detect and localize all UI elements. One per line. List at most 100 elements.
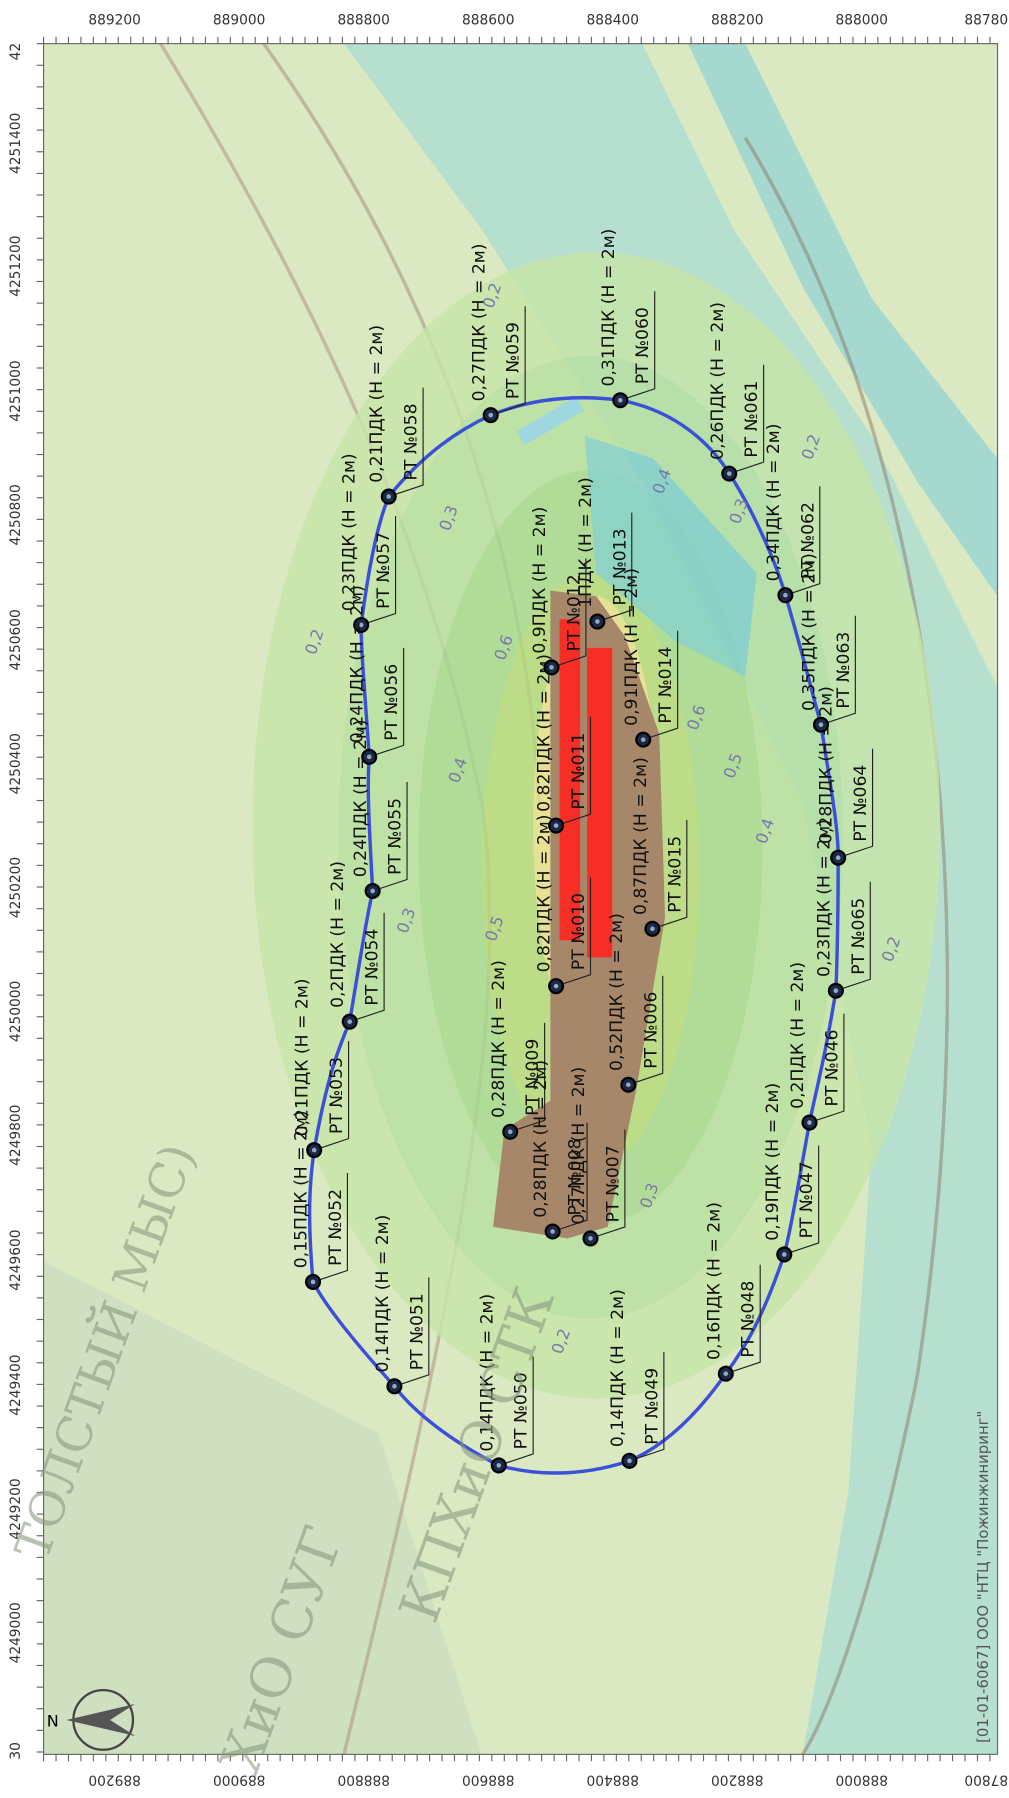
point-name: РТ №058 (402, 403, 422, 480)
point-name: РТ №051 (407, 1293, 427, 1370)
leader-line (809, 1013, 845, 1124)
y-axis-label: 4250600 (8, 609, 24, 670)
pond (584, 435, 757, 677)
control-point-center (550, 1229, 555, 1234)
point-name: РТ №052 (326, 1189, 346, 1266)
point-name: РТ №010 (569, 893, 589, 970)
point-value: 0,82ПДК (Н = 2м) (535, 815, 555, 973)
leader-line (372, 782, 408, 892)
leader-line (652, 819, 688, 930)
control-point-center (781, 1252, 787, 1257)
x-axis-label: 888600 (462, 1772, 515, 1788)
control-point-center (626, 1082, 631, 1088)
y-axis-label: 4249200 (8, 1478, 24, 1539)
point-value: 0,28ПДК (Н = 2м) (489, 960, 509, 1118)
leader-line (555, 716, 592, 827)
axis-frame (42, 43, 999, 1755)
control-point-center (833, 988, 839, 994)
control-point-center (496, 1463, 502, 1468)
point-name: РТ №007 (603, 1145, 623, 1222)
control-point-center (553, 983, 559, 989)
control-point-center (553, 823, 559, 828)
point-name: РТ №013 (610, 528, 630, 605)
point-value: 0,27ПДК (Н = 2м) (569, 1067, 589, 1225)
point-name: РТ №049 (642, 1368, 662, 1445)
point-name: РТ №048 (739, 1281, 759, 1358)
credit: [01-01-6067] ООО "НТЦ "Пожинжиниринг" (974, 1411, 992, 1743)
leader-line (643, 630, 679, 741)
point-value: 0,26ПДК (Н = 2м) (708, 302, 728, 460)
point-value: 0,82ПДК (Н = 2м) (535, 654, 555, 812)
water-tank (516, 396, 585, 446)
point-value: 0,34ПДК (Н = 2м) (764, 424, 784, 582)
point-name: РТ №047 (797, 1161, 817, 1238)
leader-line (510, 1022, 546, 1133)
control-point-center (807, 1120, 812, 1125)
point-value: 0,2ПДК (Н = 2м) (788, 962, 808, 1109)
point-name: РТ №008 (566, 1138, 586, 1215)
point-name: РТ №063 (834, 632, 854, 709)
y-axis-label: 4251000 (8, 360, 24, 421)
y-axis-label: 42 (8, 43, 24, 60)
control-point-center (392, 1384, 397, 1389)
leader-line (784, 1145, 820, 1255)
point-value: 0,14ПДК (Н = 2м) (373, 1215, 393, 1373)
leader-line (820, 615, 856, 726)
point-value: 0,23ПДК (Н = 2м) (340, 453, 360, 611)
control-point-center (347, 1019, 353, 1024)
x-axis-label: 889000 (213, 1772, 266, 1788)
point-name: РТ №057 (374, 532, 394, 609)
control-point-center (723, 1371, 729, 1376)
point-name: РТ №056 (382, 664, 402, 741)
leader-line (785, 486, 821, 596)
control-point-center (618, 397, 623, 403)
control-point-center (818, 722, 824, 728)
leader-line (388, 387, 424, 498)
source (559, 619, 581, 941)
y-axis-label: 4250000 (8, 981, 24, 1042)
leader-line (369, 647, 405, 758)
source (587, 647, 613, 958)
x-axis-label: 888600 (462, 13, 515, 29)
concentration-zones (252, 252, 941, 1399)
leader-line (552, 1122, 588, 1233)
x-axis-label: 889200 (88, 1772, 140, 1788)
leader-line (835, 881, 871, 992)
point-value: 0,23ПДК (Н = 2м) (814, 819, 834, 977)
leader-line (629, 1351, 665, 1462)
north-arrow: N (47, 1689, 136, 1751)
point-name: РТ №014 (656, 647, 676, 724)
control-point-center (640, 737, 646, 742)
x-axis-label: 889200 (88, 13, 141, 29)
point-value: 0,14ПДК (Н = 2м) (608, 1289, 628, 1447)
point-value: 0,14ПДК (Н = 2м) (477, 1294, 497, 1452)
x-axis-label: 888200 (711, 1772, 764, 1788)
leader-line (620, 291, 656, 401)
leader-line (394, 1277, 430, 1387)
point-name: РТ №053 (327, 1057, 347, 1134)
leader-line (590, 1129, 626, 1239)
leader-line (551, 558, 587, 668)
point-name: РТ №046 (822, 1030, 842, 1107)
control-point-center (595, 619, 600, 624)
control-point-center (835, 855, 841, 861)
point-value: 0,24ПДК (Н = 2м) (351, 719, 371, 877)
x-axis-label: 889000 (213, 13, 266, 29)
control-point-center (358, 622, 364, 628)
point-name: РТ №012 (564, 574, 584, 651)
y-axis-label: 4249800 (8, 1105, 24, 1166)
x-axis-label: 888200 (711, 13, 764, 29)
point-value: 0,21ПДК (Н = 2м) (293, 978, 313, 1136)
y-axis-label: 4249600 (8, 1230, 24, 1291)
leader-line (597, 512, 633, 623)
control-point-center (310, 1279, 316, 1285)
control-point-center (488, 412, 494, 418)
point-value: 0,35ПДК (Н = 2м) (799, 553, 819, 711)
river-deep (493, 43, 998, 597)
y-axis-label: 4250200 (8, 857, 24, 918)
control-point-center (311, 1147, 317, 1153)
y-axis-label: 30 (8, 1742, 24, 1760)
x-axis-label: 888400 (586, 13, 639, 29)
control-point-center (627, 1458, 632, 1464)
